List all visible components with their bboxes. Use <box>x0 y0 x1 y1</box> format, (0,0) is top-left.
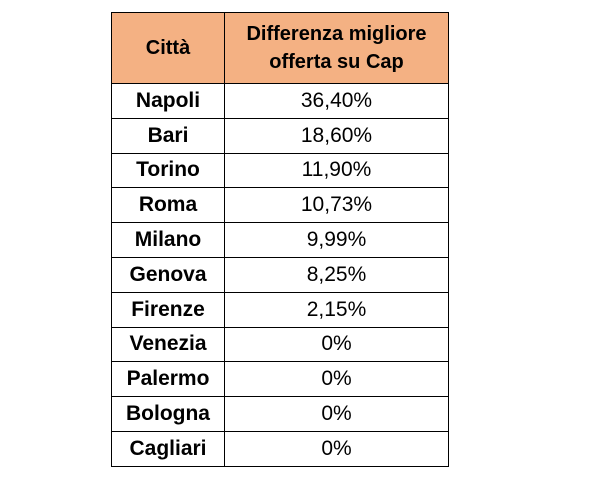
header-row: Città Differenza migliore offerta su Cap <box>111 12 449 84</box>
difference-cell: 2,15% <box>224 291 449 328</box>
city-cell: Genova <box>111 256 225 293</box>
difference-cell: 8,25% <box>224 256 449 293</box>
city-comparison-table: Città Differenza migliore offerta su Cap… <box>111 12 449 467</box>
city-cell: Venezia <box>111 326 225 363</box>
table-row: Roma 10,73% <box>111 187 449 224</box>
difference-cell: 11,90% <box>224 152 449 189</box>
difference-cell: 9,99% <box>224 222 449 258</box>
city-cell: Milano <box>111 222 225 258</box>
difference-cell: 0% <box>224 326 449 363</box>
table-row: Bologna 0% <box>111 396 449 432</box>
table-row: Napoli 36,40% <box>111 83 449 119</box>
table-row: Palermo 0% <box>111 361 449 398</box>
city-cell: Torino <box>111 152 225 189</box>
column-header-city: Città <box>111 12 225 84</box>
city-cell: Cagliari <box>111 430 225 467</box>
city-cell: Bari <box>111 117 225 154</box>
table-header: Città Differenza migliore offerta su Cap <box>111 12 449 84</box>
table-row: Cagliari 0% <box>111 430 449 467</box>
city-comparison-table-container: Città Differenza migliore offerta su Cap… <box>111 12 449 467</box>
city-cell: Roma <box>111 187 225 224</box>
difference-cell: 0% <box>224 361 449 398</box>
difference-cell: 0% <box>224 396 449 432</box>
table-row: Torino 11,90% <box>111 152 449 189</box>
table-body: Napoli 36,40% Bari 18,60% Torino 11,90% … <box>111 83 449 467</box>
column-header-difference: Differenza migliore offerta su Cap <box>224 12 449 84</box>
difference-cell: 0% <box>224 430 449 467</box>
city-cell: Palermo <box>111 361 225 398</box>
city-cell: Napoli <box>111 83 225 119</box>
city-cell: Firenze <box>111 291 225 328</box>
difference-cell: 36,40% <box>224 83 449 119</box>
table-row: Firenze 2,15% <box>111 291 449 328</box>
city-cell: Bologna <box>111 396 225 432</box>
table-row: Genova 8,25% <box>111 256 449 293</box>
table-row: Venezia 0% <box>111 326 449 363</box>
table-row: Bari 18,60% <box>111 117 449 154</box>
difference-cell: 10,73% <box>224 187 449 224</box>
table-row: Milano 9,99% <box>111 222 449 258</box>
difference-cell: 18,60% <box>224 117 449 154</box>
